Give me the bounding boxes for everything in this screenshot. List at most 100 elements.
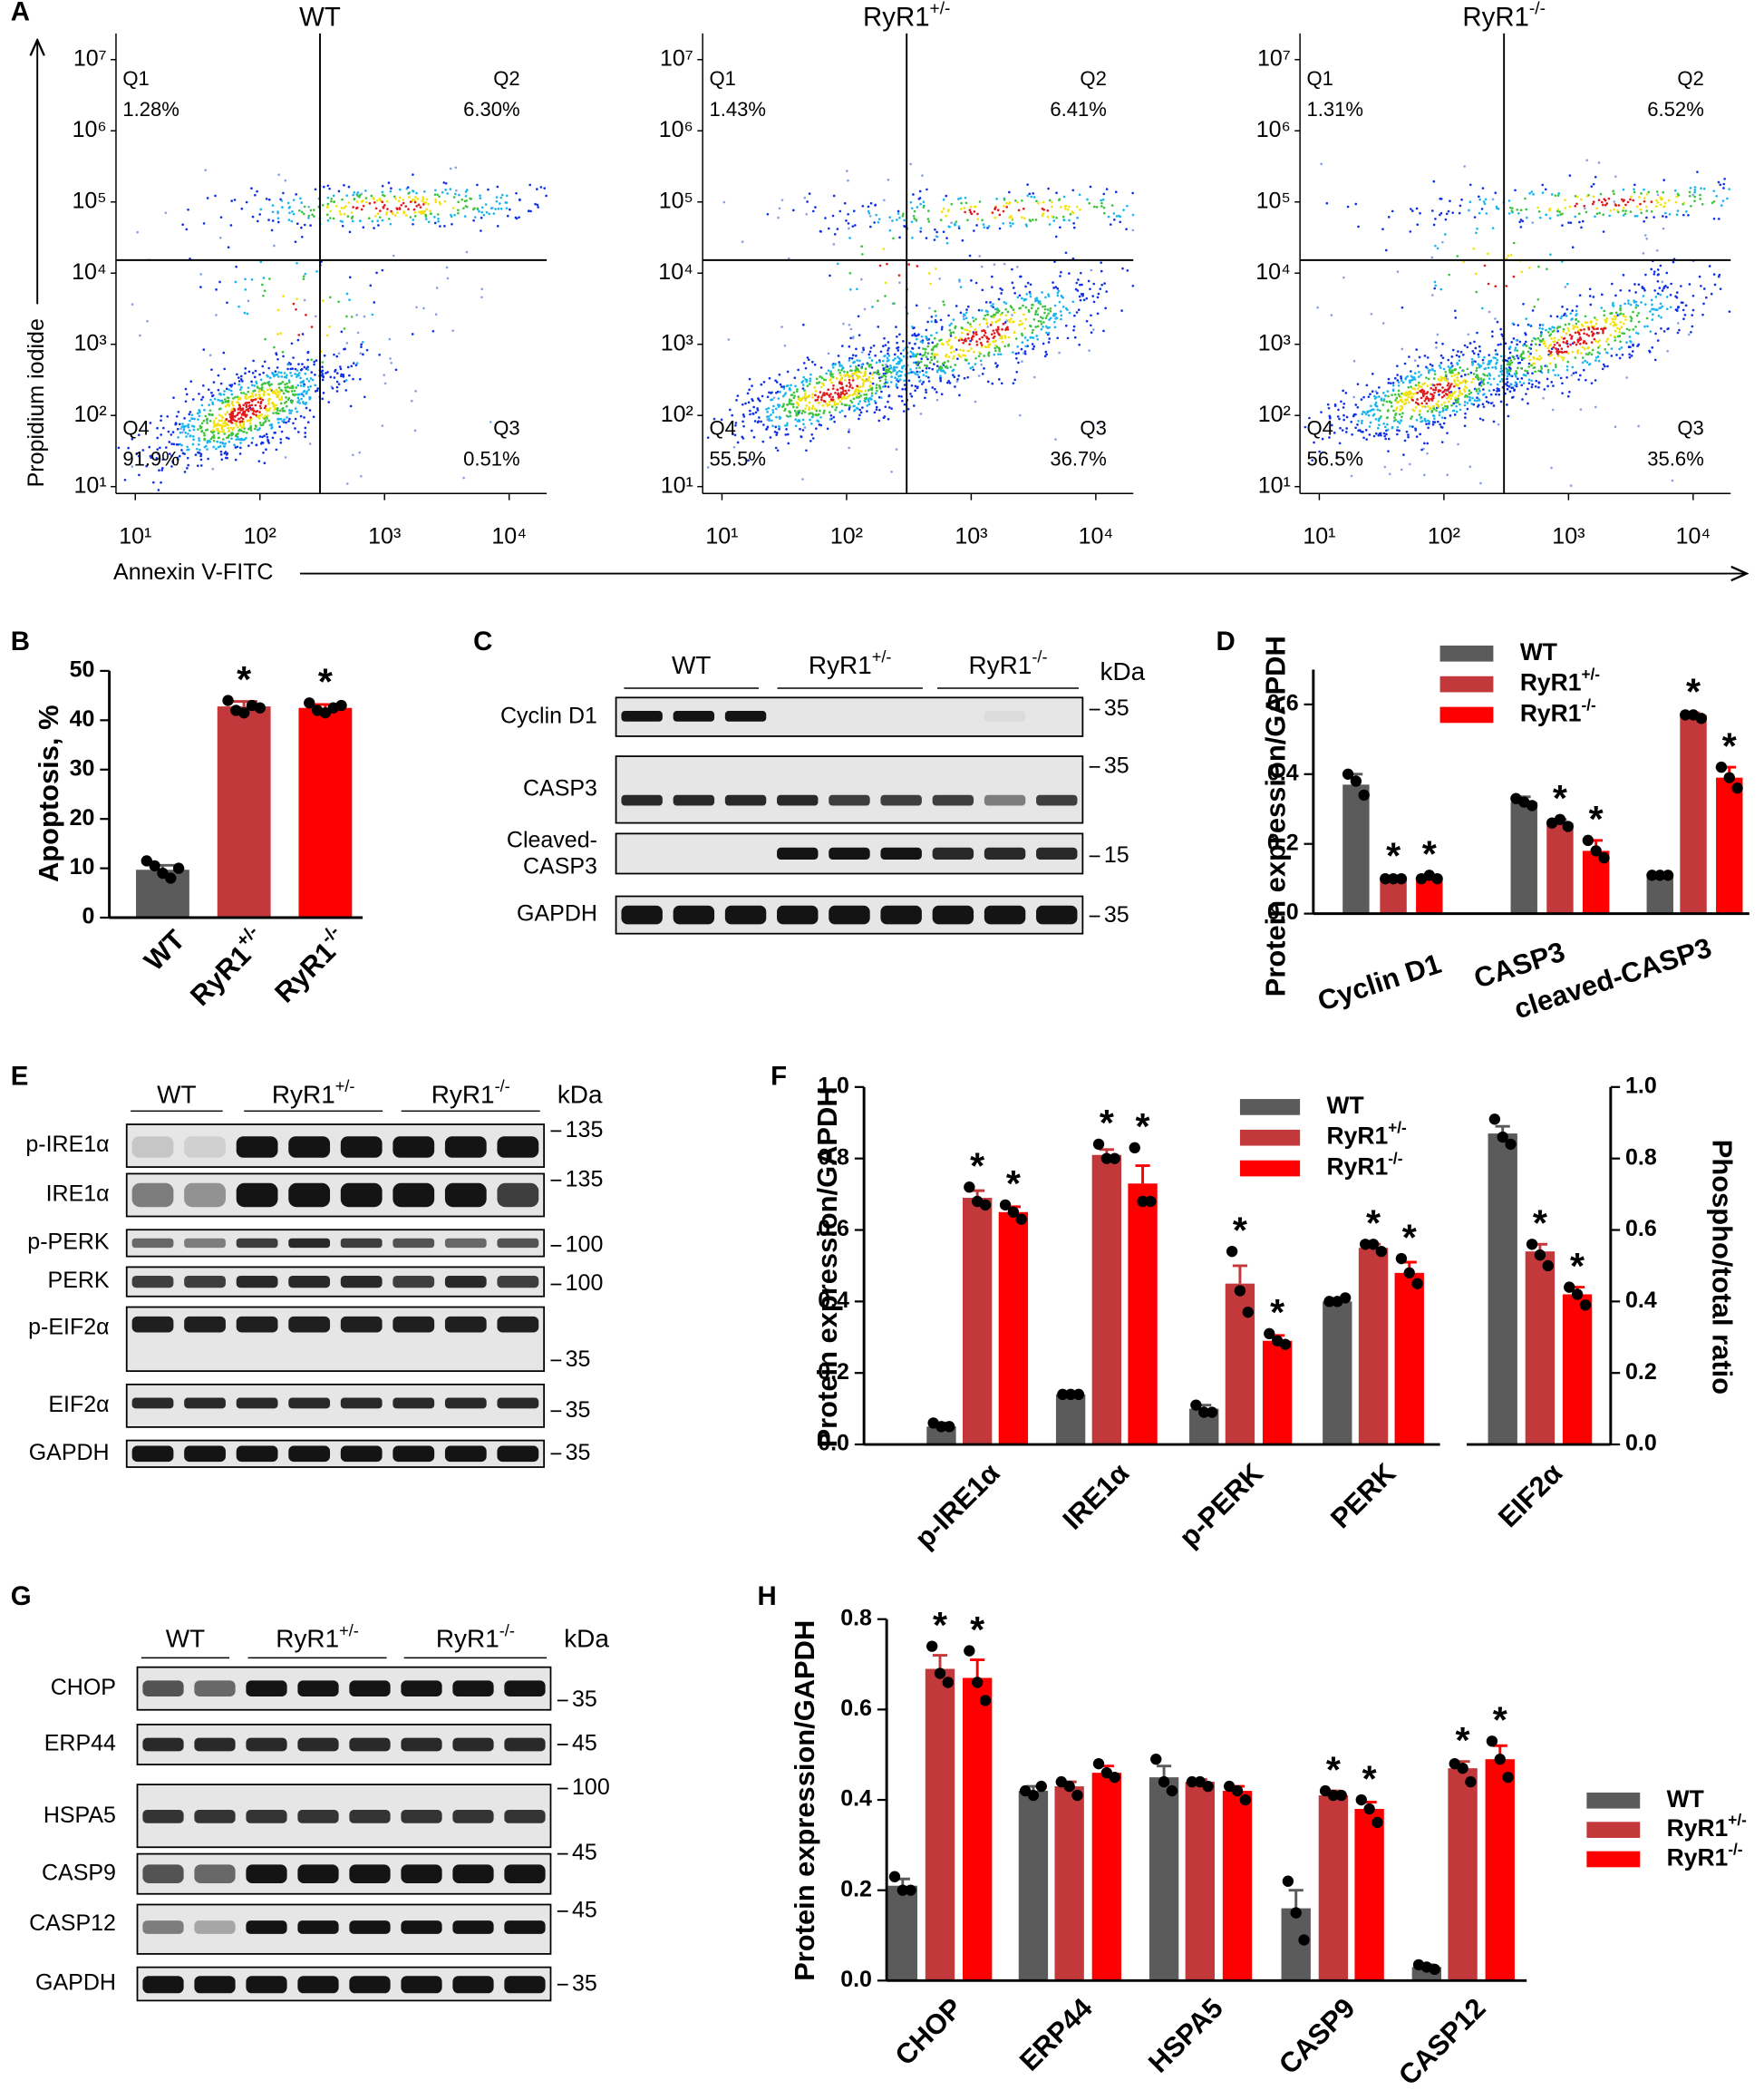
event-dot: [1482, 382, 1485, 384]
event-dot: [339, 210, 342, 213]
event-dot: [845, 219, 848, 222]
event-dot: [1532, 193, 1535, 196]
event-dot: [1493, 404, 1496, 407]
event-dot: [832, 387, 835, 390]
event-dot: [240, 392, 243, 394]
event-dot: [457, 209, 460, 211]
event-dot: [1664, 202, 1667, 205]
event-dot: [1483, 200, 1486, 203]
event-dot: [1002, 341, 1004, 344]
event-dot: [1510, 386, 1513, 389]
event-dot: [247, 444, 250, 447]
event-dot: [430, 212, 432, 215]
event-dot: [297, 334, 300, 336]
event-dot: [283, 418, 286, 421]
event-dot: [1619, 305, 1622, 307]
event-dot: [1093, 206, 1096, 209]
event-dot: [1052, 287, 1055, 289]
event-dot: [1545, 188, 1547, 190]
event-dot: [1508, 212, 1511, 215]
event-dot: [1477, 393, 1479, 395]
event-dot: [1427, 410, 1430, 413]
event-dot: [1045, 326, 1048, 328]
event-dot: [794, 385, 797, 388]
event-dot: [829, 401, 831, 403]
event-dot: [761, 441, 764, 443]
event-dot: [1507, 381, 1509, 384]
event-dot: [201, 404, 204, 407]
event-dot: [808, 395, 810, 398]
event-dot: [1441, 241, 1444, 244]
event-dot: [729, 409, 732, 412]
event-dot: [200, 459, 203, 462]
event-dot: [929, 362, 932, 365]
event-dot: [1047, 188, 1050, 190]
event-dot: [1670, 294, 1672, 296]
event-dot: [1497, 384, 1499, 386]
event-dot: [915, 335, 917, 337]
event-dot: [963, 349, 965, 352]
event-dot: [245, 397, 247, 400]
event-dot: [288, 219, 291, 221]
event-dot: [1588, 328, 1591, 331]
event-dot: [237, 426, 239, 429]
event-dot: [985, 323, 988, 326]
event-dot: [1485, 367, 1488, 370]
event-dot: [1033, 345, 1036, 348]
event-dot: [1513, 276, 1516, 278]
event-dot: [854, 409, 857, 412]
event-dot: [1656, 190, 1659, 193]
event-dot: [997, 209, 1000, 211]
event-dot: [202, 396, 205, 399]
event-dot: [848, 431, 850, 433]
event-dot: [1569, 344, 1572, 346]
event-dot: [1468, 200, 1471, 203]
event-dot: [214, 195, 217, 198]
event-dot: [303, 277, 305, 280]
panel-label: E: [11, 1061, 29, 1091]
event-dot: [1512, 322, 1515, 325]
event-dot: [882, 385, 885, 388]
event-dot: [1097, 313, 1100, 316]
x-tick-label: 10¹: [1303, 523, 1335, 549]
event-dot: [848, 228, 850, 230]
event-dot: [1651, 304, 1653, 306]
event-dot: [390, 187, 393, 190]
event-dot: [844, 202, 847, 205]
event-dot: [932, 349, 935, 352]
group-label: RyR1+/-: [272, 1077, 355, 1109]
event-dot: [1481, 208, 1484, 210]
event-dot: [185, 388, 188, 391]
event-dot: [1484, 265, 1487, 267]
event-dot: [1051, 206, 1053, 209]
event-dot: [284, 386, 286, 389]
event-dot: [388, 338, 391, 341]
event-dot: [1088, 349, 1090, 352]
event-dot: [220, 216, 223, 219]
event-dot: [345, 379, 348, 382]
event-dot: [255, 404, 257, 407]
event-dot: [1012, 222, 1014, 225]
event-dot: [848, 375, 850, 378]
event-dot: [382, 219, 384, 222]
event-dot: [831, 405, 834, 408]
event-dot: [1662, 287, 1665, 290]
event-dot: [1591, 382, 1594, 384]
event-dot: [1632, 350, 1634, 353]
event-dot: [1404, 440, 1407, 442]
event-dot: [848, 447, 850, 450]
event-dot: [1524, 198, 1527, 200]
event-dot: [942, 369, 945, 372]
event-dot: [986, 314, 989, 316]
event-dot: [778, 397, 780, 400]
event-dot: [1657, 339, 1660, 342]
event-dot: [1624, 316, 1627, 318]
event-dot: [156, 437, 159, 440]
event-dot: [856, 287, 858, 290]
event-dot: [1684, 314, 1687, 316]
event-dot: [480, 229, 482, 232]
event-dot: [1396, 406, 1399, 409]
event-dot: [1507, 369, 1510, 372]
event-dot: [1003, 323, 1005, 326]
event-dot: [964, 340, 967, 343]
